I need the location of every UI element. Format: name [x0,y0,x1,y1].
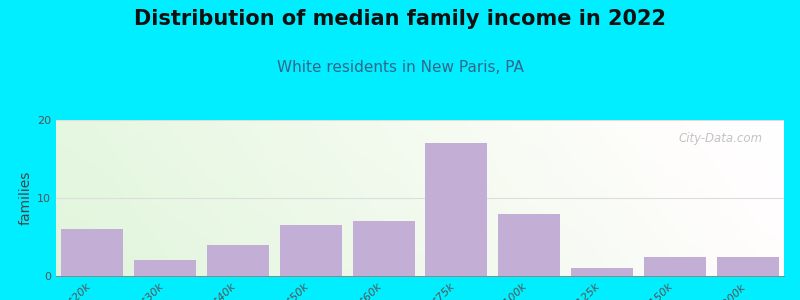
Bar [571,268,633,276]
Bar [426,143,487,276]
Bar [62,229,123,276]
Bar [134,260,196,276]
Bar [207,245,269,276]
Bar [353,221,414,276]
Bar [498,214,560,276]
Text: Distribution of median family income in 2022: Distribution of median family income in … [134,9,666,29]
Text: White residents in New Paris, PA: White residents in New Paris, PA [277,60,523,75]
Bar [280,225,342,276]
Y-axis label: families: families [19,171,33,225]
Text: City-Data.com: City-Data.com [678,133,762,146]
Bar [717,256,778,276]
Bar [644,256,706,276]
